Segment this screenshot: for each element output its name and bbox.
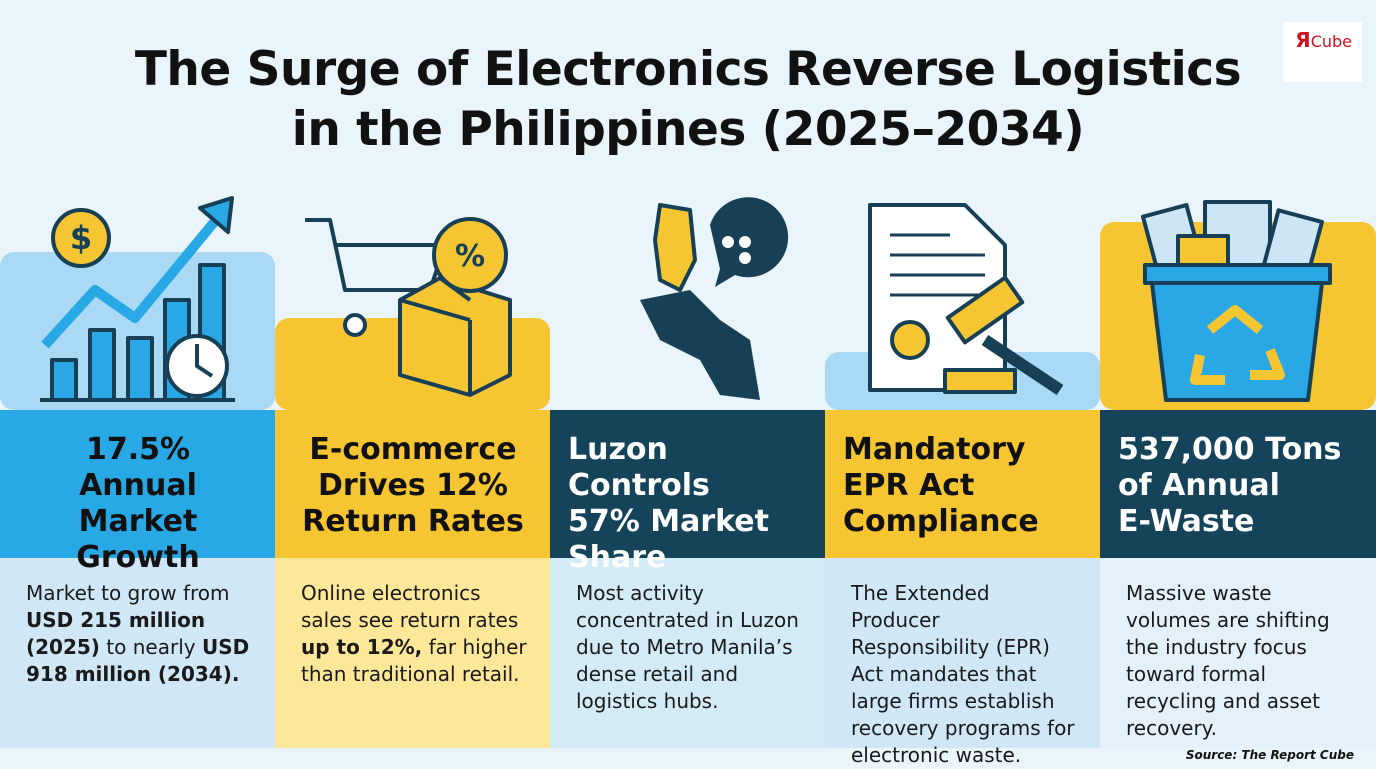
headline: Luzon Controls 57% Market Share: [550, 410, 826, 575]
headline-line: EPR Act: [843, 468, 975, 503]
headline-line: Share: [568, 540, 667, 575]
body-segment: to nearly: [99, 635, 202, 659]
column: Luzon Controls 57% Market Share Most activi…: [550, 410, 826, 748]
headline-line: of Annual: [1118, 468, 1280, 503]
headline-line: Compliance: [843, 504, 1039, 539]
body-segment: Market to grow from: [26, 581, 230, 605]
body-segment: up to 12%,: [301, 635, 423, 659]
logo-text: Cube: [1310, 32, 1352, 51]
svg-text:%: %: [455, 239, 485, 274]
headline-line: Drives 12%: [318, 468, 508, 503]
headline: Mandatory EPR Act Compliance: [825, 410, 1101, 558]
headline: 17.5% Annual Market Growth: [0, 410, 276, 575]
column: Mandatory EPR Act Compliance The Extended P…: [825, 410, 1101, 767]
body-text: Online electronics sales see return rate…: [275, 558, 551, 748]
headline: E-commerce Drives 12% Return Rates: [275, 410, 551, 558]
body-segment: USD 215 million (2025): [26, 608, 206, 659]
headline-line: E-commerce: [309, 432, 517, 467]
column: 17.5% Annual Market Growth Market to grow f…: [0, 410, 276, 748]
headline-line: Return Rates: [302, 504, 524, 539]
body-text: Most activity concentrated in Luzon due …: [550, 558, 826, 748]
body-segment: Most activity concentrated in Luzon due …: [576, 581, 799, 713]
logo: ЯCube: [1283, 22, 1362, 82]
body-segment: far higher than traditional retail.: [301, 635, 527, 686]
body-segment: USD 918 million (2034).: [26, 635, 250, 686]
body-segment: The Extended Producer Responsibility (EP…: [851, 581, 1075, 767]
headline-line: Luzon Controls: [568, 432, 710, 503]
headline-line: 57% Market: [568, 504, 769, 539]
title-line: The Surge of Electronics Reverse Logisti…: [134, 42, 1242, 97]
column: E-commerce Drives 12% Return Rates Online e…: [275, 410, 551, 748]
headline-line: Mandatory: [843, 432, 1026, 467]
title: The Surge of Electronics Reverse Logisti…: [0, 40, 1376, 160]
logo-mark: Я: [1295, 28, 1311, 52]
column: 537,000 Tons of Annual E-Waste Massive wast…: [1100, 410, 1376, 748]
headline-line: E-Waste: [1118, 504, 1255, 539]
headline-line: 537,000 Tons: [1118, 432, 1342, 467]
body-text: Massive waste volumes are shifting the i…: [1100, 558, 1376, 748]
source: Source: The Report Cube: [1185, 748, 1354, 762]
headline: 537,000 Tons of Annual E-Waste: [1100, 410, 1376, 558]
body-text: Market to grow from USD 215 million (202…: [0, 558, 276, 748]
body-segment: Massive waste volumes are shifting the i…: [1126, 581, 1330, 740]
icons: $ %: [0, 196, 1376, 410]
headline-line: Annual Market: [78, 468, 198, 539]
body-segment: Online electronics sales see return rate…: [301, 581, 519, 632]
headline-line: Growth: [76, 540, 200, 575]
title-line: in the Philippines (2025–2034): [291, 102, 1085, 157]
body-text: The Extended Producer Responsibility (EP…: [825, 558, 1101, 767]
svg-text:$: $: [70, 219, 92, 257]
headline-line: 17.5%: [85, 432, 191, 467]
